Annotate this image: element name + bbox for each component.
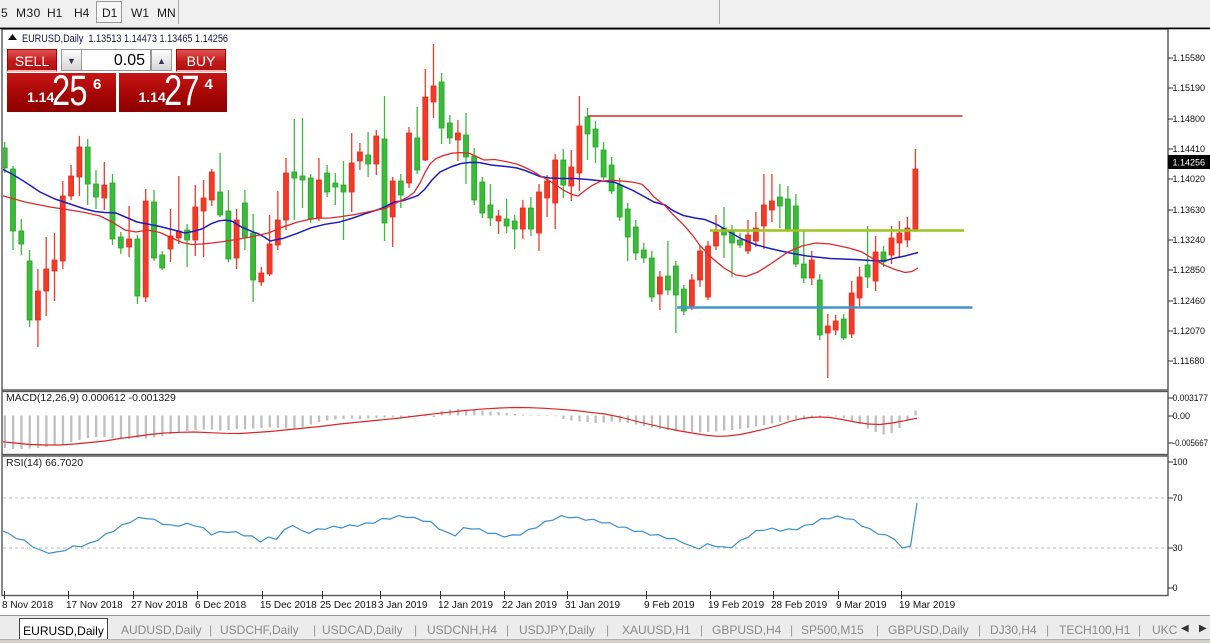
svg-text:-0.005667: -0.005667 [1173, 438, 1209, 448]
svg-text:1.15190: 1.15190 [1173, 83, 1206, 93]
svg-text:1.13630: 1.13630 [1173, 205, 1206, 215]
svg-text:1.14800: 1.14800 [1173, 114, 1206, 124]
svg-text:28 Feb 2019: 28 Feb 2019 [771, 600, 828, 611]
svg-text:1.13240: 1.13240 [1173, 235, 1206, 245]
svg-text:30: 30 [1173, 543, 1183, 553]
svg-text:1.12850: 1.12850 [1173, 265, 1206, 275]
svg-text:0.003177: 0.003177 [1173, 393, 1209, 403]
svg-text:6 Dec 2018: 6 Dec 2018 [195, 600, 247, 611]
svg-text:31 Jan 2019: 31 Jan 2019 [565, 600, 620, 611]
svg-text:25 Dec 2018: 25 Dec 2018 [320, 600, 377, 611]
svg-text:1.14410: 1.14410 [1173, 144, 1206, 154]
svg-text:9 Feb 2019: 9 Feb 2019 [644, 600, 695, 611]
svg-text:70: 70 [1173, 493, 1183, 503]
svg-text:1.14020: 1.14020 [1173, 174, 1206, 184]
svg-text:19 Feb 2019: 19 Feb 2019 [708, 600, 765, 611]
svg-text:15 Dec 2018: 15 Dec 2018 [260, 600, 317, 611]
svg-text:1.12070: 1.12070 [1173, 326, 1206, 336]
svg-text:RSI(14) 66.7020: RSI(14) 66.7020 [6, 457, 83, 469]
svg-text:1.15580: 1.15580 [1173, 53, 1206, 63]
svg-text:12 Jan 2019: 12 Jan 2019 [438, 600, 493, 611]
svg-text:8 Nov 2018: 8 Nov 2018 [2, 600, 54, 611]
svg-text:17 Nov 2018: 17 Nov 2018 [66, 600, 123, 611]
svg-text:0: 0 [1173, 583, 1178, 593]
svg-text:0.00: 0.00 [1173, 411, 1191, 421]
svg-text:27 Nov 2018: 27 Nov 2018 [131, 600, 188, 611]
svg-text:MACD(12,26,9) 0.000612 -0.0013: MACD(12,26,9) 0.000612 -0.001329 [6, 392, 176, 404]
svg-text:1.11680: 1.11680 [1173, 356, 1205, 366]
svg-text:EURUSD,Daily 1.13513 1.14473: EURUSD,Daily 1.13513 1.14473 1.13465 1.1… [22, 33, 228, 45]
svg-text:9 Mar 2019: 9 Mar 2019 [836, 600, 887, 611]
svg-text:100: 100 [1173, 457, 1188, 467]
svg-text:19 Mar 2019: 19 Mar 2019 [899, 600, 956, 611]
svg-text:1.12460: 1.12460 [1173, 296, 1206, 306]
svg-text:3 Jan 2019: 3 Jan 2019 [378, 600, 428, 611]
svg-text:22 Jan 2019: 22 Jan 2019 [502, 600, 557, 611]
svg-text:1.14256: 1.14256 [1173, 158, 1206, 168]
